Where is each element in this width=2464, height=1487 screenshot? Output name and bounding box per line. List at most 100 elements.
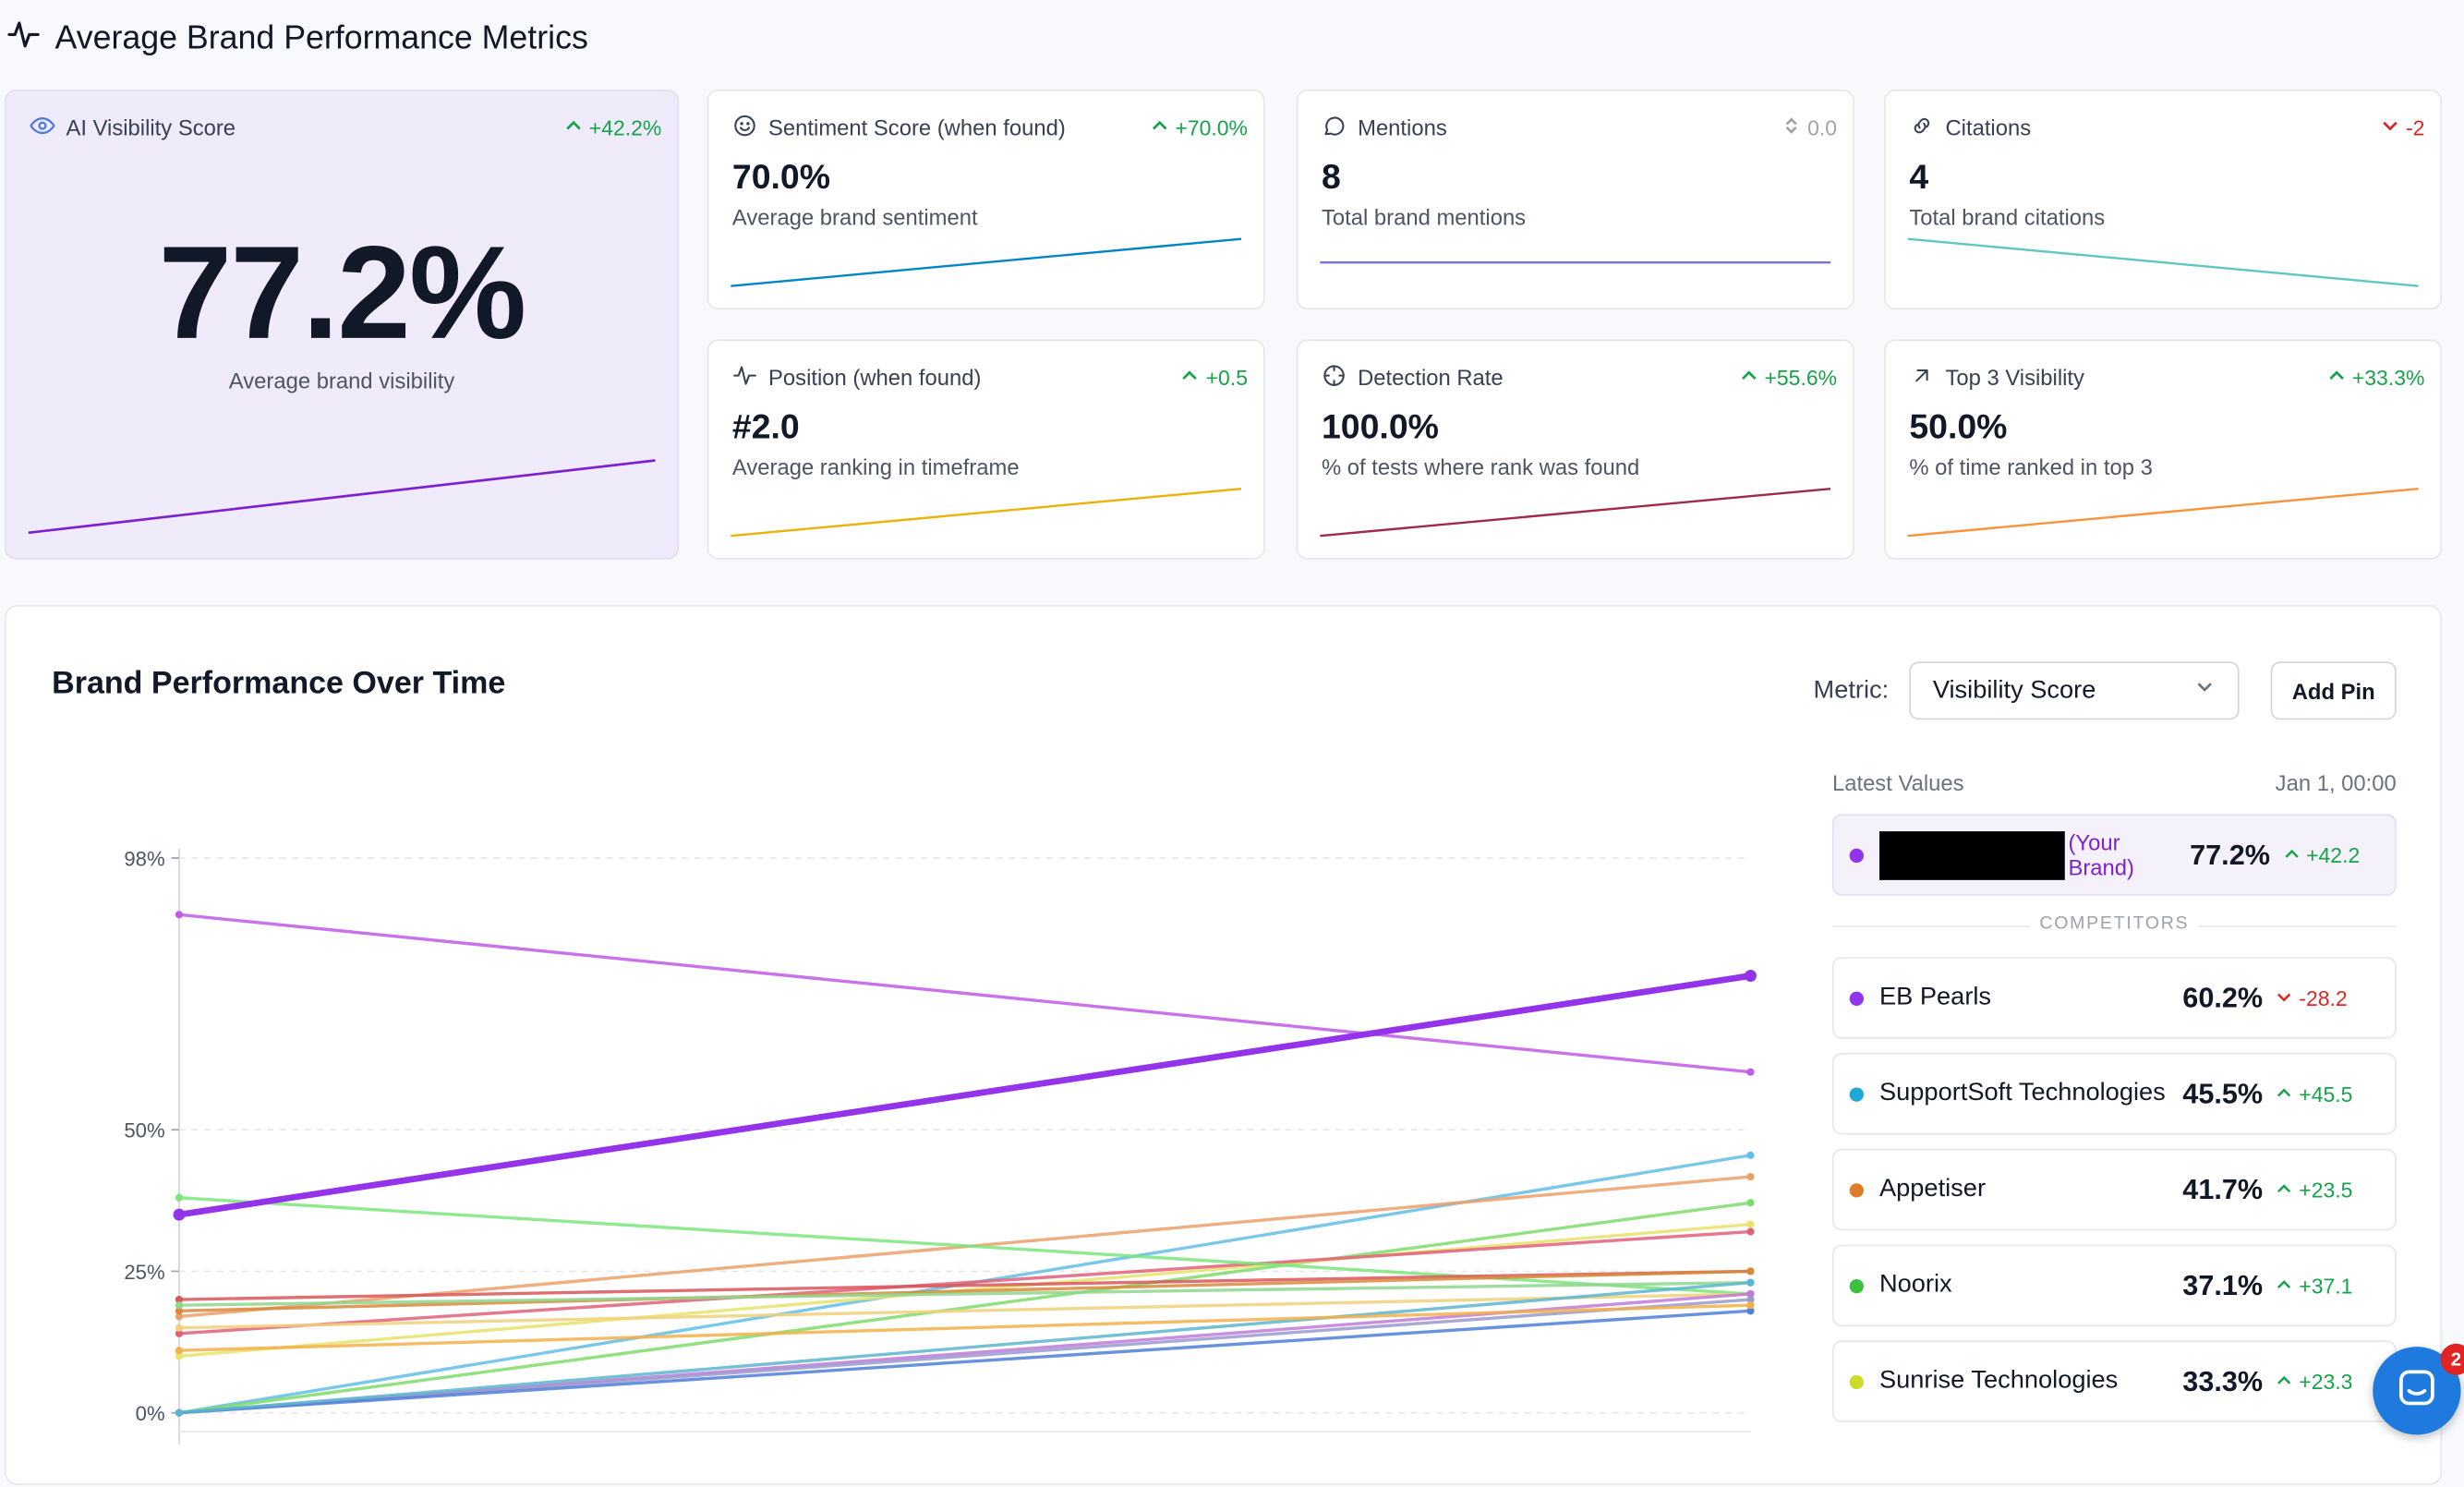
series-line[interactable]: [178, 1201, 1751, 1415]
latest-values-header: Latest Values Jan 1, 00:00: [1832, 770, 2397, 795]
competitor-row[interactable]: SupportSoft Technologies 45.5% +45.5: [1831, 1053, 2397, 1135]
citations-card[interactable]: Citations -2 4 Total brand citations: [1884, 89, 2443, 310]
series-line[interactable]: [178, 1229, 1751, 1336]
series-point[interactable]: [1746, 1307, 1755, 1315]
pulse-icon: [732, 362, 757, 392]
series-point[interactable]: [1746, 1289, 1755, 1299]
detection-card[interactable]: Detection Rate +55.6% 100.0% % of tests whe…: [1296, 339, 1854, 560]
chevron-up-icon: [1739, 366, 1757, 390]
sentiment-card[interactable]: Sentiment Score (when found) +70.0% 70.0% A…: [707, 89, 1265, 310]
series-point[interactable]: [1745, 970, 1757, 982]
own-brand-value: 77.2%: [2190, 838, 2270, 870]
chevron-up-icon: [564, 115, 583, 139]
top3-delta: +33.3%: [2327, 366, 2424, 390]
series-point[interactable]: [1746, 1151, 1755, 1159]
series-line[interactable]: [178, 1303, 1751, 1352]
competitor-value: 60.2%: [2182, 981, 2264, 1013]
series-point[interactable]: [175, 1312, 184, 1321]
competitor-delta: +37.1: [2276, 1274, 2379, 1298]
series-point[interactable]: [1746, 1278, 1755, 1287]
series-point[interactable]: [175, 1408, 184, 1417]
chevron-up-icon: [1150, 115, 1168, 139]
series-point[interactable]: [175, 1295, 184, 1304]
series-line[interactable]: [178, 973, 1751, 1218]
mentions-card[interactable]: Mentions 0.0 8 Total brand mentions: [1296, 89, 1854, 310]
series-line[interactable]: [178, 1269, 1751, 1301]
series-line[interactable]: [178, 1298, 1751, 1415]
metric-select[interactable]: Visibility Score: [1909, 661, 2240, 720]
series-point[interactable]: [175, 1324, 184, 1332]
add-pin-button[interactable]: Add Pin: [2270, 661, 2397, 720]
chevron-up-icon: [2276, 1370, 2293, 1394]
crosshair-icon: [1322, 362, 1347, 392]
series-point[interactable]: [175, 1301, 184, 1310]
competitor-row[interactable]: EB Pearls 60.2% -28.2: [1831, 957, 2397, 1039]
series-line[interactable]: [178, 1269, 1751, 1313]
series-color-dot: [1849, 1278, 1864, 1293]
chat-icon: [2397, 1366, 2437, 1415]
own-brand-row[interactable]: (Your Brand) 77.2% +42.2: [1831, 814, 2397, 896]
top3-value: 50.0%: [1909, 406, 2008, 447]
competitor-value: 41.7%: [2182, 1173, 2264, 1205]
series-point[interactable]: [1746, 1068, 1755, 1076]
series-color-dot: [1849, 990, 1864, 1006]
series-point[interactable]: [175, 1347, 184, 1355]
eye-icon: [30, 113, 55, 142]
competitor-delta: +23.5: [2276, 1178, 2379, 1202]
series-line[interactable]: [178, 1280, 1751, 1415]
own-brand-tag: (Your Brand): [2068, 829, 2134, 880]
citations-value: 4: [1909, 157, 1929, 197]
redacted-brand-name: [1878, 830, 2066, 879]
series-point[interactable]: [175, 1193, 184, 1202]
series-point[interactable]: [1746, 1172, 1755, 1181]
competitor-row[interactable]: Appetiser 41.7% +23.5: [1831, 1148, 2397, 1231]
series-line[interactable]: [178, 1309, 1751, 1415]
chevron-up-icon: [2327, 366, 2346, 390]
detection-value: 100.0%: [1321, 406, 1439, 447]
competitor-name: SupportSoft Technologies: [1878, 1079, 2166, 1106]
series-point[interactable]: [1746, 1301, 1755, 1310]
citations-delta: -2: [2381, 115, 2424, 139]
y-tick-label: 0%: [136, 1402, 165, 1425]
ai-visibility-delta: +42.2%: [564, 115, 661, 139]
competitor-row[interactable]: Sunrise Technologies 33.3% +23.3: [1831, 1340, 2397, 1422]
citations-sub: Total brand citations: [1909, 204, 2106, 230]
position-card[interactable]: Position (when found) +0.5 #2.0 Average ran…: [707, 339, 1265, 560]
series-color-dot: [1849, 1086, 1864, 1101]
series-point[interactable]: [1746, 1227, 1755, 1236]
series-line[interactable]: [178, 1280, 1751, 1307]
series-point[interactable]: [1746, 1295, 1755, 1304]
page-title-text: Average Brand Performance Metrics: [54, 20, 588, 57]
mentions-sub: Total brand mentions: [1321, 204, 1527, 230]
top3-card[interactable]: Top 3 Visibility +33.3% 50.0% % of time ran…: [1884, 339, 2443, 560]
ai-visibility-value: 77.2%: [158, 218, 526, 367]
citations-sparkline: [1907, 236, 2419, 289]
smile-icon: [732, 113, 757, 142]
panel-title: Brand Performance Over Time: [52, 666, 506, 701]
competitor-value: 45.5%: [2182, 1077, 2264, 1109]
series-point[interactable]: [175, 1352, 184, 1360]
series-line[interactable]: [178, 1292, 1751, 1330]
series-point[interactable]: [175, 911, 184, 919]
y-tick-label: 25%: [124, 1261, 164, 1284]
mentions-value: 8: [1321, 157, 1341, 197]
chevron-up-icon: [2283, 843, 2301, 867]
metric-label: Metric:: [1813, 677, 1890, 705]
series-point[interactable]: [1746, 1199, 1755, 1207]
series-point[interactable]: [1746, 1267, 1755, 1275]
position-label: Position (when found): [768, 364, 982, 390]
competitor-row[interactable]: Noorix 37.1% +37.1: [1831, 1244, 2397, 1327]
arrow-up-right-icon: [1909, 362, 1934, 392]
series-point[interactable]: [175, 1329, 184, 1337]
series-point[interactable]: [173, 1208, 186, 1221]
chevron-up-icon: [2276, 1178, 2293, 1202]
brand-performance-panel: Brand Performance Over Time Metric: Visi…: [5, 605, 2443, 1485]
series-point[interactable]: [1746, 1220, 1755, 1228]
series-line[interactable]: [178, 913, 1751, 1074]
chevron-down-icon: [2381, 115, 2399, 139]
position-delta: +0.5: [1180, 366, 1248, 389]
competitor-name: Noorix: [1878, 1271, 1952, 1299]
ai-visibility-card[interactable]: AI Visibility Score +42.2% 77.2% Average…: [5, 89, 680, 560]
sentiment-value: 70.0%: [731, 157, 831, 197]
series-point[interactable]: [175, 1307, 184, 1315]
